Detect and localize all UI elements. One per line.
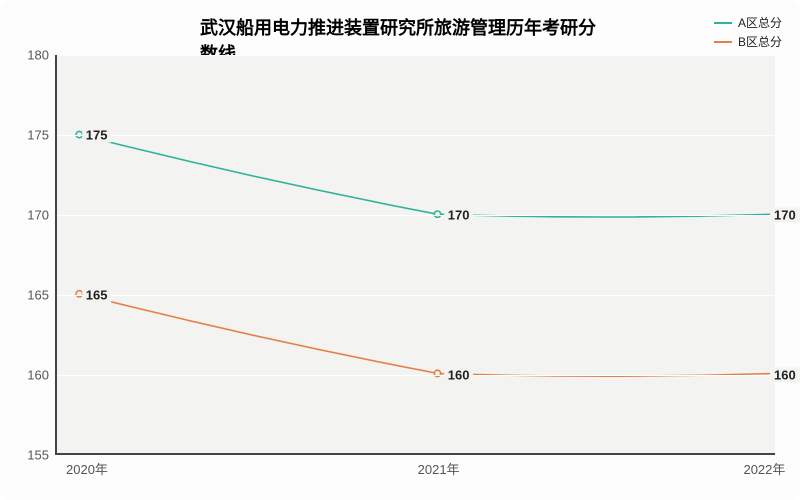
gridline-h: [57, 215, 775, 216]
point-label: 170: [770, 208, 800, 223]
gridline-h: [57, 375, 775, 376]
y-tick-label: 160: [27, 368, 49, 383]
legend-label-0: A区总分: [738, 14, 782, 31]
line-layer: [57, 55, 775, 453]
legend-label-1: B区总分: [738, 33, 782, 50]
legend: A区总分 B区总分: [714, 14, 782, 52]
y-tick-label: 175: [27, 128, 49, 143]
legend-item: A区总分: [714, 14, 782, 31]
y-tick-label: 180: [27, 48, 49, 63]
y-tick-label: 155: [27, 448, 49, 463]
y-tick-label: 165: [27, 288, 49, 303]
point-label: 165: [82, 288, 112, 303]
y-tick-label: 170: [27, 208, 49, 223]
point-label: 160: [770, 368, 800, 383]
point-label: 170: [444, 208, 474, 223]
x-tick-label: 2020年: [66, 459, 108, 478]
series-line: [79, 135, 774, 217]
legend-swatch-0: [714, 22, 732, 24]
gridline-h: [57, 135, 775, 136]
series-line: [79, 294, 774, 376]
legend-swatch-1: [714, 41, 732, 43]
x-tick-label: 2021年: [418, 459, 460, 478]
legend-item: B区总分: [714, 33, 782, 50]
plot-area: 1551601651701751802020年2021年2022年1751701…: [55, 55, 775, 455]
x-tick-label: 2022年: [743, 459, 785, 478]
point-label: 160: [444, 368, 474, 383]
point-label: 175: [82, 128, 112, 143]
gridline-h: [57, 55, 775, 56]
gridline-h: [57, 295, 775, 296]
chart-container: 武汉船用电力推进装置研究所旅游管理历年考研分数线 A区总分 B区总分 15516…: [0, 0, 800, 500]
